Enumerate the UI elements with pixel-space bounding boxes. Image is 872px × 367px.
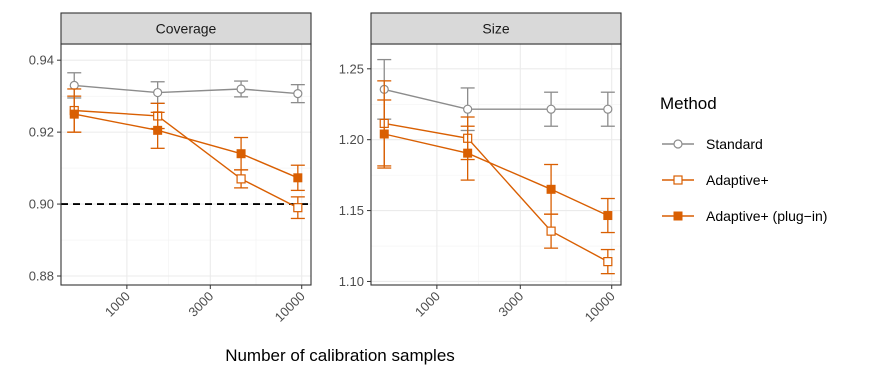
legend-key-marker <box>673 175 683 185</box>
data-point <box>236 84 246 94</box>
panel-coverage: Coverage 0.88 0.90 0.92 0.94 1000 3000 10000 <box>29 12 312 325</box>
data-point <box>546 226 556 236</box>
legend-label: Standard <box>706 136 763 152</box>
x-tick-label: 3000 <box>495 289 526 320</box>
x-tick-label: 1000 <box>102 289 133 320</box>
legend-key-marker <box>673 211 683 221</box>
legend: Method Standard Adaptive+ Adaptive+ (plug−… <box>660 94 827 224</box>
series-line <box>384 122 609 263</box>
data-point <box>69 80 79 90</box>
legend-label: Adaptive+ <box>706 172 769 188</box>
x-tick-label: 1000 <box>412 289 443 320</box>
y-tick-label: 1.15 <box>339 203 364 218</box>
data-point <box>379 129 389 139</box>
facet-title: Coverage <box>156 21 217 37</box>
x-tick-label: 10000 <box>582 289 618 325</box>
facet-strip <box>60 12 312 45</box>
legend-key-marker <box>673 139 683 149</box>
series-line <box>74 113 299 179</box>
x-tick-label: 10000 <box>272 289 308 325</box>
series-line <box>384 133 609 217</box>
legend-item-standard: Standard <box>662 136 763 152</box>
y-tick-label: 1.25 <box>339 61 364 76</box>
panel-background <box>61 44 311 285</box>
y-tick-label: 1.20 <box>339 132 364 147</box>
legend-label: Adaptive+ (plug−in) <box>706 208 827 224</box>
y-tick-label: 0.88 <box>29 269 54 284</box>
facet-title: Size <box>482 21 509 37</box>
legend-item-adaptive-plug-in: Adaptive+ (plug−in) <box>662 208 827 224</box>
panel-background <box>371 44 621 285</box>
data-point <box>236 149 246 159</box>
y-tick-label: 1.10 <box>339 274 364 289</box>
data-point <box>603 211 613 221</box>
data-point <box>546 184 556 194</box>
data-point <box>236 174 246 184</box>
series-standard <box>67 72 305 105</box>
data-point <box>546 104 556 114</box>
y-tick-label: 0.94 <box>29 53 54 68</box>
data-point <box>603 104 613 114</box>
series-line <box>74 84 298 95</box>
x-axis-title: Number of calibration samples <box>225 346 455 365</box>
y-tick-label: 0.92 <box>29 125 54 140</box>
facet-strip <box>370 12 622 45</box>
series-line <box>384 88 608 110</box>
data-point <box>293 89 303 99</box>
series-adaptive-plug-in <box>377 99 615 234</box>
legend-item-adaptive: Adaptive+ <box>662 172 769 188</box>
data-point <box>69 109 79 119</box>
legend-title: Method <box>660 94 717 113</box>
series-line <box>74 109 299 209</box>
data-point <box>153 125 163 135</box>
data-point <box>463 148 473 158</box>
data-point <box>463 104 473 114</box>
data-point <box>293 203 303 213</box>
x-tick-label: 3000 <box>185 289 216 320</box>
y-tick-label: 0.90 <box>29 197 54 212</box>
panel-size: Size 1.10 1.15 1.20 1.25 1000 3000 10000 <box>339 12 622 325</box>
data-point <box>293 173 303 183</box>
data-point <box>603 257 613 267</box>
series-adaptive-plug-in <box>67 95 305 192</box>
data-point <box>153 87 163 98</box>
